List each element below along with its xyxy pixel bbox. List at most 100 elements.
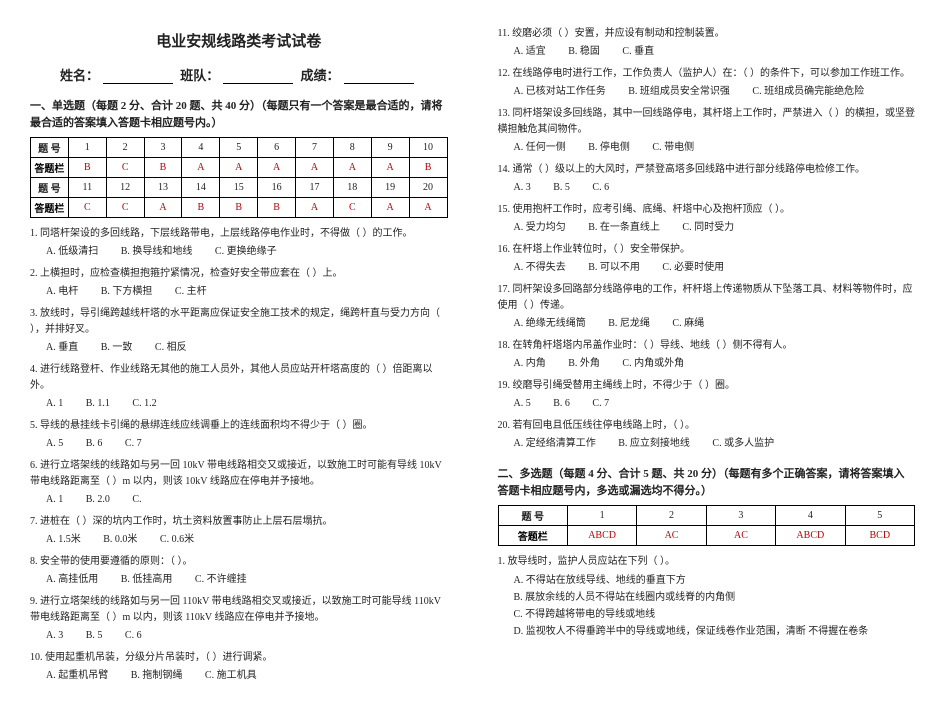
opt: C. 内角或外角 xyxy=(622,356,684,372)
mq1-opts: A. 不得站在放线导线、地线的垂直下方 B. 展放余线的人员不得站在线圈内或线脊… xyxy=(514,572,916,640)
opt: C. 不得跨越将带电的导线或地线 xyxy=(514,606,916,623)
qnum: 17 xyxy=(296,178,334,198)
q3: 3. 放线时，导引绳跨越线杆塔的水平距离应保证安全施工技术的规定，绳跨杆直与受力… xyxy=(30,306,448,338)
q15-opts: A. 受力均匀 B. 在一条直线上 C. 同时受力 xyxy=(514,220,916,236)
q8: 8. 安全带的使用要遵循的原则：（ ）。 xyxy=(30,554,448,570)
q1-opts: A. 低级清扫 B. 换导线和地线 C. 更换绝缘子 xyxy=(46,244,448,260)
q11-opts: A. 适宜 B. 稳固 C. 垂直 xyxy=(514,44,916,60)
sec2-head: 二、多选题（每题 4 分、合计 5 题、共 20 分）（每题有多个正确答案，请将… xyxy=(498,466,916,499)
opt: C. 或多人监护 xyxy=(712,436,774,452)
qnum: 4 xyxy=(182,138,220,158)
name-blank xyxy=(103,70,173,84)
q3-opts: A. 垂直 B. 一致 C. 相反 xyxy=(46,340,448,356)
q12: 12. 在线路停电时进行工作，工作负责人（监护人）在：（ ）的条件下，可以参加工… xyxy=(498,66,916,82)
opt: C. 不许缠挂 xyxy=(195,572,247,588)
qnum-label: 题 号 xyxy=(498,506,567,526)
opt: C. 6 xyxy=(125,628,142,644)
opt: A. 3 xyxy=(514,180,531,196)
team-label: 班队： xyxy=(180,68,219,83)
ans: AC xyxy=(706,526,775,546)
opt: A. 5 xyxy=(46,436,63,452)
qnum: 11 xyxy=(68,178,106,198)
q13-opts: A. 任何一侧 B. 停电侧 C. 带电侧 xyxy=(514,140,916,156)
q18-opts: A. 内角 B. 外角 C. 内角或外角 xyxy=(514,356,916,372)
mq1: 1. 放导线时，监护人员应站在下列（ ）。 xyxy=(498,554,916,570)
opt: A. 垂直 xyxy=(46,340,78,356)
q4-opts: A. 1 B. 1.1 C. 1.2 xyxy=(46,396,448,412)
opt: C. 7 xyxy=(592,396,609,412)
opt: A. 内角 xyxy=(514,356,546,372)
opt: B. 6 xyxy=(86,436,103,452)
opt: B. 可以不用 xyxy=(588,260,640,276)
qnum: 8 xyxy=(333,138,371,158)
qnum: 13 xyxy=(144,178,182,198)
q18: 18. 在转角杆塔塔内吊盖作业时：（ ）导线、地线（ ）侧不得有人。 xyxy=(498,338,916,354)
ans: A xyxy=(371,198,409,218)
opt: A. 高挂低用 xyxy=(46,572,98,588)
left-column: 电业安规线路类考试试卷 姓名： 班队： 成绩： 一、单选题（每题 2 分、合计 … xyxy=(30,20,448,684)
qnum: 10 xyxy=(409,138,447,158)
ans-label: 答题栏 xyxy=(31,198,69,218)
opt: B. 1.1 xyxy=(86,396,110,412)
q20: 20. 若有回电且低压线往停电线路上时，（ ）。 xyxy=(498,418,916,434)
opt: B. 班组成员安全常识强 xyxy=(628,84,730,100)
opt: C. 更换绝缘子 xyxy=(215,244,277,260)
q6-opts: A. 1 B. 2.0 C. xyxy=(46,492,448,508)
header-line: 姓名： 班队： 成绩： xyxy=(30,65,448,84)
q16-opts: A. 不得失去 B. 可以不用 C. 必要时使用 xyxy=(514,260,916,276)
qnum: 2 xyxy=(106,138,144,158)
ans: A xyxy=(258,158,296,178)
ans: B xyxy=(409,158,447,178)
ans: B xyxy=(258,198,296,218)
opt: A. 5 xyxy=(514,396,531,412)
opt: A. 1 xyxy=(46,492,63,508)
opt: C. 施工机具 xyxy=(205,668,257,684)
qnum: 18 xyxy=(333,178,371,198)
right-column: 11. 绞磨必须（ ）安置，并应设有制动和控制装置。 A. 适宜 B. 稳固 C… xyxy=(498,20,916,684)
doc-title: 电业安规线路类考试试卷 xyxy=(30,30,448,51)
opt: C. 带电侧 xyxy=(652,140,694,156)
qnum: 5 xyxy=(845,506,914,526)
opt: A. 1 xyxy=(46,396,63,412)
opt: C. 0.6米 xyxy=(160,532,194,548)
qnum: 2 xyxy=(637,506,706,526)
qnum: 3 xyxy=(706,506,775,526)
opt: B. 应立刻接地线 xyxy=(618,436,690,452)
opt: B. 换导线和地线 xyxy=(121,244,193,260)
qnum: 12 xyxy=(106,178,144,198)
opt: B. 低挂高用 xyxy=(121,572,173,588)
qnum: 14 xyxy=(182,178,220,198)
q17: 17. 同杆架设多回路部分线路停电的工作，杆杆塔上传递物质从下坠落工具、材料等物… xyxy=(498,282,916,314)
ans: C xyxy=(333,198,371,218)
q7: 7. 进桩在（ ）深的坑内工作时，坑土资料放置事防止上层石层塌抗。 xyxy=(30,514,448,530)
opt: B. 2.0 xyxy=(86,492,110,508)
ans: A xyxy=(409,198,447,218)
ans: A xyxy=(371,158,409,178)
opt: A. 起重机吊臂 xyxy=(46,668,108,684)
q10-opts: A. 起重机吊臂 B. 拖制钢绳 C. 施工机具 xyxy=(46,668,448,684)
qnum: 6 xyxy=(258,138,296,158)
opt: A. 受力均匀 xyxy=(514,220,566,236)
ans-label: 答题栏 xyxy=(498,526,567,546)
ans: AC xyxy=(637,526,706,546)
q17-opts: A. 绝缘无线绳筒 B. 尼龙绳 C. 麻绳 xyxy=(514,316,916,332)
opt: A. 不得失去 xyxy=(514,260,566,276)
sec1-answer-table: 题 号 1 2 3 4 5 6 7 8 9 10 答题栏 B C B A A A… xyxy=(30,137,448,218)
opt: B. 0.0米 xyxy=(103,532,137,548)
qnum: 19 xyxy=(371,178,409,198)
q7-opts: A. 1.5米 B. 0.0米 C. 0.6米 xyxy=(46,532,448,548)
sec1-head: 一、单选题（每题 2 分、合计 20 题、共 40 分）（每题只有一个答案是最合… xyxy=(30,98,448,131)
qnum: 5 xyxy=(220,138,258,158)
qnum: 9 xyxy=(371,138,409,158)
opt: A. 电杆 xyxy=(46,284,78,300)
opt: A. 定经络清算工作 xyxy=(514,436,596,452)
opt: B. 一致 xyxy=(101,340,133,356)
opt: B. 外角 xyxy=(568,356,600,372)
opt: B. 在一条直线上 xyxy=(588,220,660,236)
ans: ABCD xyxy=(567,526,636,546)
qnum: 15 xyxy=(220,178,258,198)
opt: A. 1.5米 xyxy=(46,532,81,548)
q5-opts: A. 5 B. 6 C. 7 xyxy=(46,436,448,452)
opt: C. xyxy=(132,492,141,508)
opt: A. 低级清扫 xyxy=(46,244,98,260)
